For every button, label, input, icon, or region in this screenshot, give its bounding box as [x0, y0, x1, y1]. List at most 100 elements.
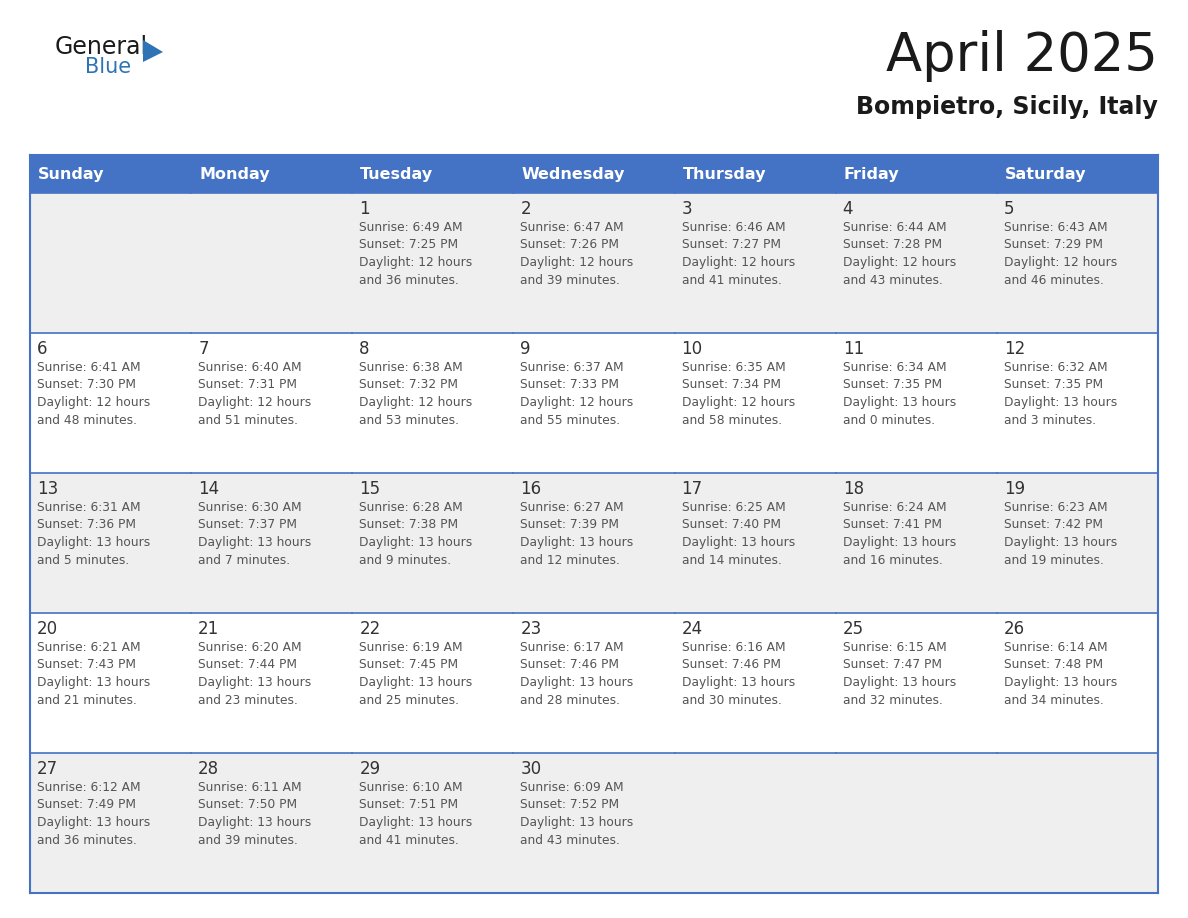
Text: Sunset: 7:36 PM: Sunset: 7:36 PM — [37, 519, 135, 532]
Text: and 36 minutes.: and 36 minutes. — [37, 834, 137, 846]
Text: Sunset: 7:44 PM: Sunset: 7:44 PM — [198, 658, 297, 671]
Text: and 30 minutes.: and 30 minutes. — [682, 693, 782, 707]
Text: and 55 minutes.: and 55 minutes. — [520, 413, 620, 427]
Text: and 43 minutes.: and 43 minutes. — [842, 274, 942, 286]
Text: Daylight: 13 hours: Daylight: 13 hours — [359, 676, 473, 689]
Text: Sunrise: 6:31 AM: Sunrise: 6:31 AM — [37, 501, 140, 514]
Text: Daylight: 13 hours: Daylight: 13 hours — [198, 816, 311, 829]
Text: and 34 minutes.: and 34 minutes. — [1004, 693, 1104, 707]
FancyBboxPatch shape — [191, 333, 353, 473]
FancyBboxPatch shape — [30, 155, 191, 193]
Text: Sunset: 7:27 PM: Sunset: 7:27 PM — [682, 239, 781, 252]
Text: Sunset: 7:38 PM: Sunset: 7:38 PM — [359, 519, 459, 532]
Text: Sunrise: 6:49 AM: Sunrise: 6:49 AM — [359, 221, 463, 234]
Text: Daylight: 13 hours: Daylight: 13 hours — [37, 676, 150, 689]
FancyBboxPatch shape — [353, 333, 513, 473]
Text: Sunrise: 6:37 AM: Sunrise: 6:37 AM — [520, 361, 624, 374]
FancyBboxPatch shape — [513, 613, 675, 753]
Text: Sunrise: 6:23 AM: Sunrise: 6:23 AM — [1004, 501, 1107, 514]
Text: Daylight: 12 hours: Daylight: 12 hours — [520, 396, 633, 409]
Text: 22: 22 — [359, 620, 380, 638]
FancyBboxPatch shape — [353, 753, 513, 893]
Text: Sunset: 7:35 PM: Sunset: 7:35 PM — [842, 378, 942, 391]
Text: and 32 minutes.: and 32 minutes. — [842, 693, 942, 707]
FancyBboxPatch shape — [675, 193, 835, 333]
Text: and 14 minutes.: and 14 minutes. — [682, 554, 782, 566]
Text: and 25 minutes.: and 25 minutes. — [359, 693, 460, 707]
Text: April 2025: April 2025 — [886, 30, 1158, 82]
Text: Sunrise: 6:41 AM: Sunrise: 6:41 AM — [37, 361, 140, 374]
Text: Daylight: 13 hours: Daylight: 13 hours — [682, 536, 795, 549]
Text: 15: 15 — [359, 480, 380, 498]
Text: Sunrise: 6:46 AM: Sunrise: 6:46 AM — [682, 221, 785, 234]
Text: 27: 27 — [37, 760, 58, 778]
FancyBboxPatch shape — [30, 753, 191, 893]
Text: and 53 minutes.: and 53 minutes. — [359, 413, 460, 427]
Text: Daylight: 12 hours: Daylight: 12 hours — [359, 256, 473, 269]
Text: Sunrise: 6:43 AM: Sunrise: 6:43 AM — [1004, 221, 1107, 234]
Text: and 16 minutes.: and 16 minutes. — [842, 554, 942, 566]
Text: and 28 minutes.: and 28 minutes. — [520, 693, 620, 707]
Text: Daylight: 13 hours: Daylight: 13 hours — [37, 536, 150, 549]
Text: and 0 minutes.: and 0 minutes. — [842, 413, 935, 427]
Text: 9: 9 — [520, 340, 531, 358]
Text: Daylight: 12 hours: Daylight: 12 hours — [359, 396, 473, 409]
Text: Sunrise: 6:09 AM: Sunrise: 6:09 AM — [520, 781, 624, 794]
FancyBboxPatch shape — [835, 193, 997, 333]
Polygon shape — [143, 40, 163, 62]
FancyBboxPatch shape — [30, 193, 191, 333]
FancyBboxPatch shape — [191, 613, 353, 753]
Text: Sunset: 7:45 PM: Sunset: 7:45 PM — [359, 658, 459, 671]
Text: Sunset: 7:28 PM: Sunset: 7:28 PM — [842, 239, 942, 252]
FancyBboxPatch shape — [30, 613, 191, 753]
Text: Daylight: 13 hours: Daylight: 13 hours — [842, 536, 956, 549]
Text: 8: 8 — [359, 340, 369, 358]
Text: and 5 minutes.: and 5 minutes. — [37, 554, 129, 566]
Text: Sunset: 7:43 PM: Sunset: 7:43 PM — [37, 658, 135, 671]
Text: General: General — [55, 35, 148, 59]
Text: Daylight: 13 hours: Daylight: 13 hours — [198, 676, 311, 689]
Text: Sunset: 7:35 PM: Sunset: 7:35 PM — [1004, 378, 1102, 391]
Text: Sunrise: 6:30 AM: Sunrise: 6:30 AM — [198, 501, 302, 514]
Text: Sunrise: 6:17 AM: Sunrise: 6:17 AM — [520, 641, 624, 654]
Text: Monday: Monday — [200, 166, 270, 182]
FancyBboxPatch shape — [675, 333, 835, 473]
Text: Sunrise: 6:16 AM: Sunrise: 6:16 AM — [682, 641, 785, 654]
Text: 23: 23 — [520, 620, 542, 638]
FancyBboxPatch shape — [835, 155, 997, 193]
Text: Sunrise: 6:32 AM: Sunrise: 6:32 AM — [1004, 361, 1107, 374]
FancyBboxPatch shape — [675, 473, 835, 613]
Text: Sunrise: 6:15 AM: Sunrise: 6:15 AM — [842, 641, 947, 654]
Text: Daylight: 12 hours: Daylight: 12 hours — [198, 396, 311, 409]
FancyBboxPatch shape — [835, 753, 997, 893]
Text: Sunset: 7:39 PM: Sunset: 7:39 PM — [520, 519, 619, 532]
FancyBboxPatch shape — [191, 753, 353, 893]
Text: Sunset: 7:42 PM: Sunset: 7:42 PM — [1004, 519, 1102, 532]
Text: Sunset: 7:34 PM: Sunset: 7:34 PM — [682, 378, 781, 391]
Text: Sunset: 7:30 PM: Sunset: 7:30 PM — [37, 378, 135, 391]
Text: Sunset: 7:52 PM: Sunset: 7:52 PM — [520, 799, 620, 812]
Text: Sunrise: 6:47 AM: Sunrise: 6:47 AM — [520, 221, 624, 234]
FancyBboxPatch shape — [513, 155, 675, 193]
Text: Sunrise: 6:14 AM: Sunrise: 6:14 AM — [1004, 641, 1107, 654]
Text: Sunrise: 6:11 AM: Sunrise: 6:11 AM — [198, 781, 302, 794]
Text: 12: 12 — [1004, 340, 1025, 358]
Text: and 7 minutes.: and 7 minutes. — [198, 554, 290, 566]
Text: Thursday: Thursday — [683, 166, 766, 182]
FancyBboxPatch shape — [997, 613, 1158, 753]
Text: 20: 20 — [37, 620, 58, 638]
FancyBboxPatch shape — [513, 473, 675, 613]
Text: and 48 minutes.: and 48 minutes. — [37, 413, 137, 427]
Text: 10: 10 — [682, 340, 702, 358]
FancyBboxPatch shape — [835, 613, 997, 753]
Text: Daylight: 12 hours: Daylight: 12 hours — [37, 396, 150, 409]
FancyBboxPatch shape — [30, 473, 191, 613]
Text: 16: 16 — [520, 480, 542, 498]
Text: 4: 4 — [842, 200, 853, 218]
Text: Sunset: 7:46 PM: Sunset: 7:46 PM — [682, 658, 781, 671]
FancyBboxPatch shape — [353, 613, 513, 753]
Text: Sunset: 7:41 PM: Sunset: 7:41 PM — [842, 519, 942, 532]
Text: Sunset: 7:49 PM: Sunset: 7:49 PM — [37, 799, 135, 812]
Text: Tuesday: Tuesday — [360, 166, 434, 182]
Text: 18: 18 — [842, 480, 864, 498]
